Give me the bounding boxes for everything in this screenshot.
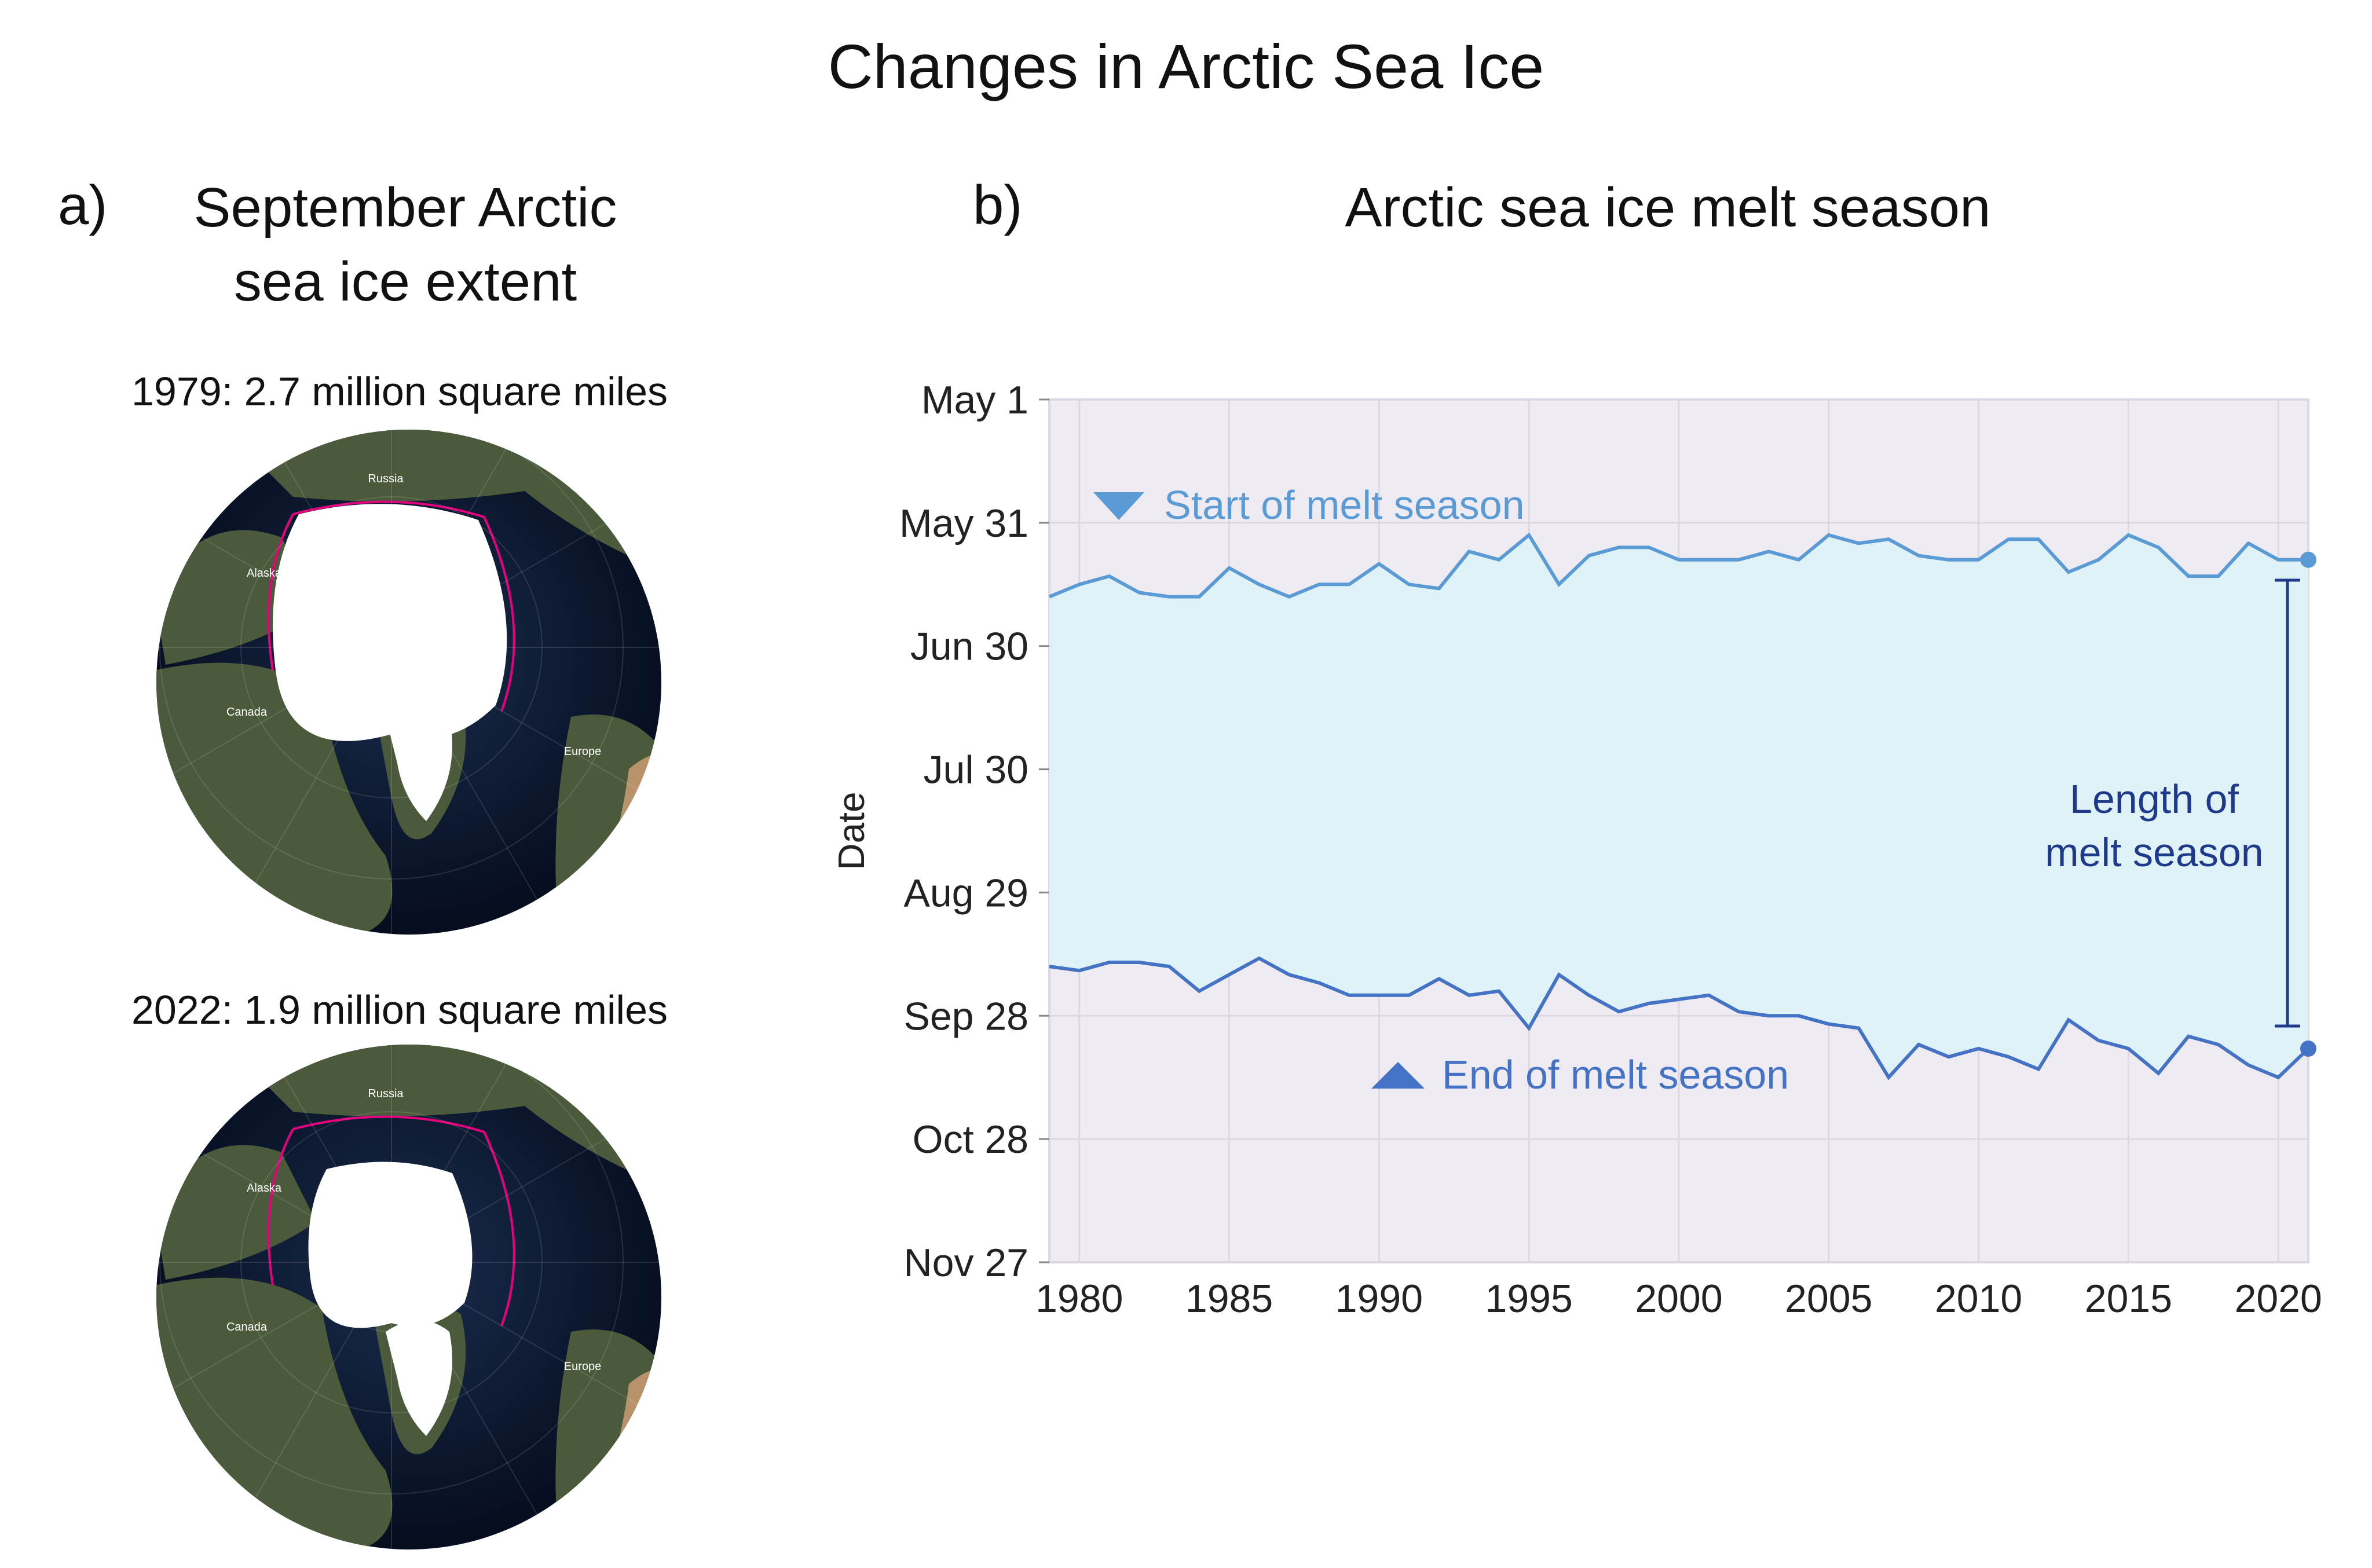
map-label-europe: Europe [564, 1360, 602, 1373]
panel-a-title-line1: September Arctic [193, 177, 617, 239]
panel-b-title: Arctic sea ice melt season [1345, 177, 1991, 239]
y-tick-label: Aug 29 [903, 871, 1028, 915]
x-tick-label: 2010 [1935, 1277, 2022, 1321]
melt-season-band [1049, 535, 2308, 1078]
x-tick-label: 1990 [1335, 1277, 1423, 1321]
panel-a-title: September Arctic sea ice extent [116, 171, 695, 319]
end-marker-icon [1371, 1062, 1425, 1089]
map-label-canada: Canada [226, 1321, 268, 1333]
length-bracket [2275, 578, 2300, 1028]
map-1979-caption: 1979: 2.7 million square miles [131, 369, 668, 414]
panel-b-letter: b) [973, 174, 1023, 236]
series-line-start-of-melt-season [1048, 532, 2308, 599]
map-label-europe: Europe [564, 745, 602, 758]
y-tick-label: Nov 27 [904, 1241, 1028, 1285]
y-tick-label: May 1 [921, 378, 1028, 422]
figure-title: Changes in Arctic Sea Ice [828, 31, 1544, 101]
y-tick-label: Oct 28 [913, 1118, 1028, 1162]
median-extent-line [292, 500, 515, 712]
x-tick-label: 2020 [2235, 1277, 2322, 1321]
map-label-alaska: Alaska [247, 567, 282, 580]
x-tick-label: 1980 [1035, 1277, 1123, 1321]
y-tick-label: Jul 30 [924, 748, 1028, 792]
end-of-melt-label: End of melt season [1442, 1052, 1789, 1097]
map-label-canada: Canada [226, 706, 268, 719]
y-tick-label: Jun 30 [910, 625, 1028, 669]
map-label-russia: Russia [368, 1087, 404, 1100]
median-extent-line [292, 1115, 515, 1327]
landmass [156, 1145, 316, 1280]
map-label-greenland: Greenland [385, 675, 438, 688]
x-tick-label: 2015 [2085, 1277, 2172, 1321]
landmass [156, 530, 316, 665]
length-label-line2: melt season [2045, 830, 2263, 875]
start-of-melt-label: Start of melt season [1164, 482, 1525, 527]
sea-ice [273, 504, 507, 741]
x-tick-label: 2005 [1785, 1277, 1872, 1321]
map-2022-caption: 2022: 1.9 million square miles [131, 987, 668, 1032]
y-tick-label: May 31 [899, 501, 1028, 545]
length-label-line1: Length of [2070, 776, 2239, 822]
map-label-greenland: Greenland [385, 1290, 438, 1303]
panel-a-title-line2: sea ice extent [233, 251, 577, 313]
y-tick-label: Sep 28 [903, 994, 1028, 1038]
start-marker-icon [1093, 492, 1144, 520]
sea-ice [308, 1162, 473, 1328]
point-start-2021 [2300, 551, 2316, 568]
y-axis-label: Date [830, 792, 872, 870]
point-end-2021 [2300, 1041, 2316, 1057]
greenland-ice [386, 705, 452, 821]
series-line-end-of-melt-season [1049, 956, 2310, 1080]
map-label-alaska: Alaska [247, 1182, 282, 1195]
map-label-russia: Russia [368, 472, 404, 485]
x-tick-label: 1995 [1485, 1277, 1573, 1321]
greenland-ice [386, 1320, 452, 1436]
x-tick-label: 2000 [1635, 1277, 1722, 1321]
panel-a-letter: a) [58, 174, 108, 236]
x-tick-label: 1985 [1185, 1277, 1273, 1321]
